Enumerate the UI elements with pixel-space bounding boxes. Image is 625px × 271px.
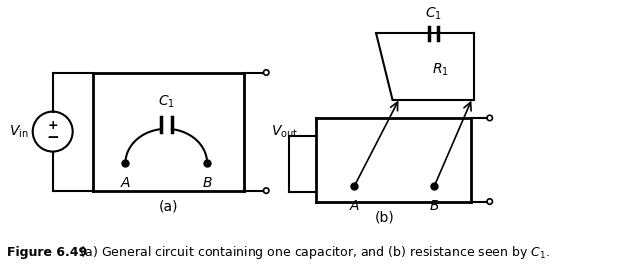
Text: +: + [48, 119, 58, 132]
Text: (a) General circuit containing one capacitor, and (b) resistance seen by $C_1$.: (a) General circuit containing one capac… [64, 244, 549, 261]
Text: $B$: $B$ [202, 176, 212, 190]
Text: −: − [46, 130, 59, 146]
Text: $B$: $B$ [429, 199, 439, 213]
Text: $C_1$: $C_1$ [158, 93, 175, 110]
Text: $A$: $A$ [349, 199, 360, 213]
Text: $V_{\mathrm{out}}$: $V_{\mathrm{out}}$ [271, 123, 298, 140]
Text: $V_{\mathrm{in}}$: $V_{\mathrm{in}}$ [9, 123, 28, 140]
Text: (a): (a) [158, 200, 178, 214]
Text: (b): (b) [374, 211, 394, 225]
Text: $C_1$: $C_1$ [425, 5, 442, 22]
Text: $R_1$: $R_1$ [432, 62, 449, 78]
Text: Figure 6.49: Figure 6.49 [8, 246, 88, 259]
Text: $A$: $A$ [120, 176, 131, 190]
